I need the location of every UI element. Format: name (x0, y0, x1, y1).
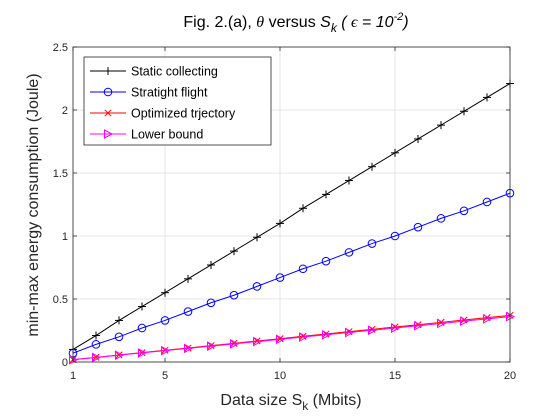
data-point (390, 231, 400, 241)
data-point (184, 343, 194, 354)
data-point (460, 107, 468, 116)
data-point (230, 247, 238, 256)
data-point (253, 233, 261, 242)
data-point (275, 273, 285, 282)
data-point (367, 239, 377, 248)
data-point (391, 323, 401, 333)
legend-item: Static collecting (90, 65, 218, 79)
data-point (345, 176, 353, 185)
data-point (437, 121, 445, 130)
axes-box (72, 46, 511, 363)
data-point (299, 332, 309, 342)
data-point (92, 352, 102, 363)
data-point (345, 327, 355, 338)
data-point (414, 320, 424, 331)
data-point (252, 282, 262, 291)
data-point (160, 316, 170, 325)
data-point (183, 307, 193, 316)
series-3 (69, 311, 516, 365)
x-tick-label: 15 (389, 370, 401, 382)
y-tick-label: 0 (62, 357, 68, 369)
legend: Static collecting Stratight flight Optimiz… (83, 56, 272, 146)
data-point (483, 314, 493, 324)
data-point (321, 256, 331, 266)
data-point (436, 214, 446, 223)
data-point (368, 325, 378, 336)
x-tick-label: 5 (162, 370, 168, 382)
y-tick-label: 1.5 (53, 168, 68, 180)
legend-marker (104, 109, 112, 117)
data-point (414, 134, 422, 143)
data-point (230, 339, 240, 349)
data-point (115, 316, 123, 325)
legend-label: Optimized trjectory (131, 107, 236, 121)
y-tick-label: 0.5 (53, 294, 68, 306)
y-axis-label: min-max energy consumption (Joule) (25, 73, 42, 336)
legend-item: Optimized trjectory (90, 107, 236, 121)
legend-marker (104, 129, 114, 139)
legend-marker (104, 67, 112, 75)
data-point (437, 318, 447, 329)
data-point (299, 204, 307, 213)
data-point (483, 93, 491, 102)
legend-label: Lower bound (131, 128, 203, 142)
data-point (482, 197, 492, 207)
chart-title: Fig. 2.(a), θ versus Sk ( ϵ = 10-2) (183, 11, 408, 35)
data-point (413, 222, 423, 232)
data-point (138, 348, 148, 358)
data-point (161, 345, 171, 356)
data-point (459, 206, 469, 216)
x-tick-label: 10 (274, 370, 286, 382)
y-tick-label: 2.5 (53, 42, 68, 54)
legend-label: Stratight flight (131, 86, 208, 100)
y-tick-label: 2 (62, 105, 68, 117)
legend-label: Static collecting (131, 65, 218, 79)
x-tick-label: 20 (504, 370, 516, 382)
data-point (253, 336, 263, 347)
data-point (206, 298, 216, 308)
data-point (322, 329, 332, 340)
data-point (344, 248, 354, 257)
legend-box (83, 56, 272, 146)
data-point (276, 219, 284, 228)
data-point (322, 190, 330, 199)
data-point (184, 274, 192, 283)
data-point (114, 332, 124, 342)
series-layer (68, 79, 516, 365)
legend-item: Lower bound (90, 128, 203, 142)
data-point (276, 334, 286, 345)
y-tick-label: 1 (62, 231, 68, 243)
data-point (138, 302, 146, 311)
data-point (207, 260, 215, 269)
x-axis-label: Data size Sk (Mbits) (220, 392, 361, 413)
x-tick-label: 1 (70, 370, 76, 382)
data-point (161, 288, 169, 297)
data-point (229, 290, 239, 300)
data-point (230, 339, 238, 347)
series-0 (69, 79, 514, 354)
series-line (72, 83, 511, 350)
data-point (391, 148, 399, 157)
series-1 (68, 188, 515, 358)
data-point (91, 340, 101, 349)
legend-item: Stratight flight (90, 86, 208, 100)
data-point (92, 331, 100, 340)
data-point (115, 350, 125, 361)
data-point (137, 323, 147, 333)
data-point (207, 342, 215, 350)
data-point (460, 316, 470, 327)
data-point (368, 162, 376, 171)
data-point (207, 341, 217, 351)
data-point (298, 264, 308, 274)
legend-marker (103, 87, 113, 97)
